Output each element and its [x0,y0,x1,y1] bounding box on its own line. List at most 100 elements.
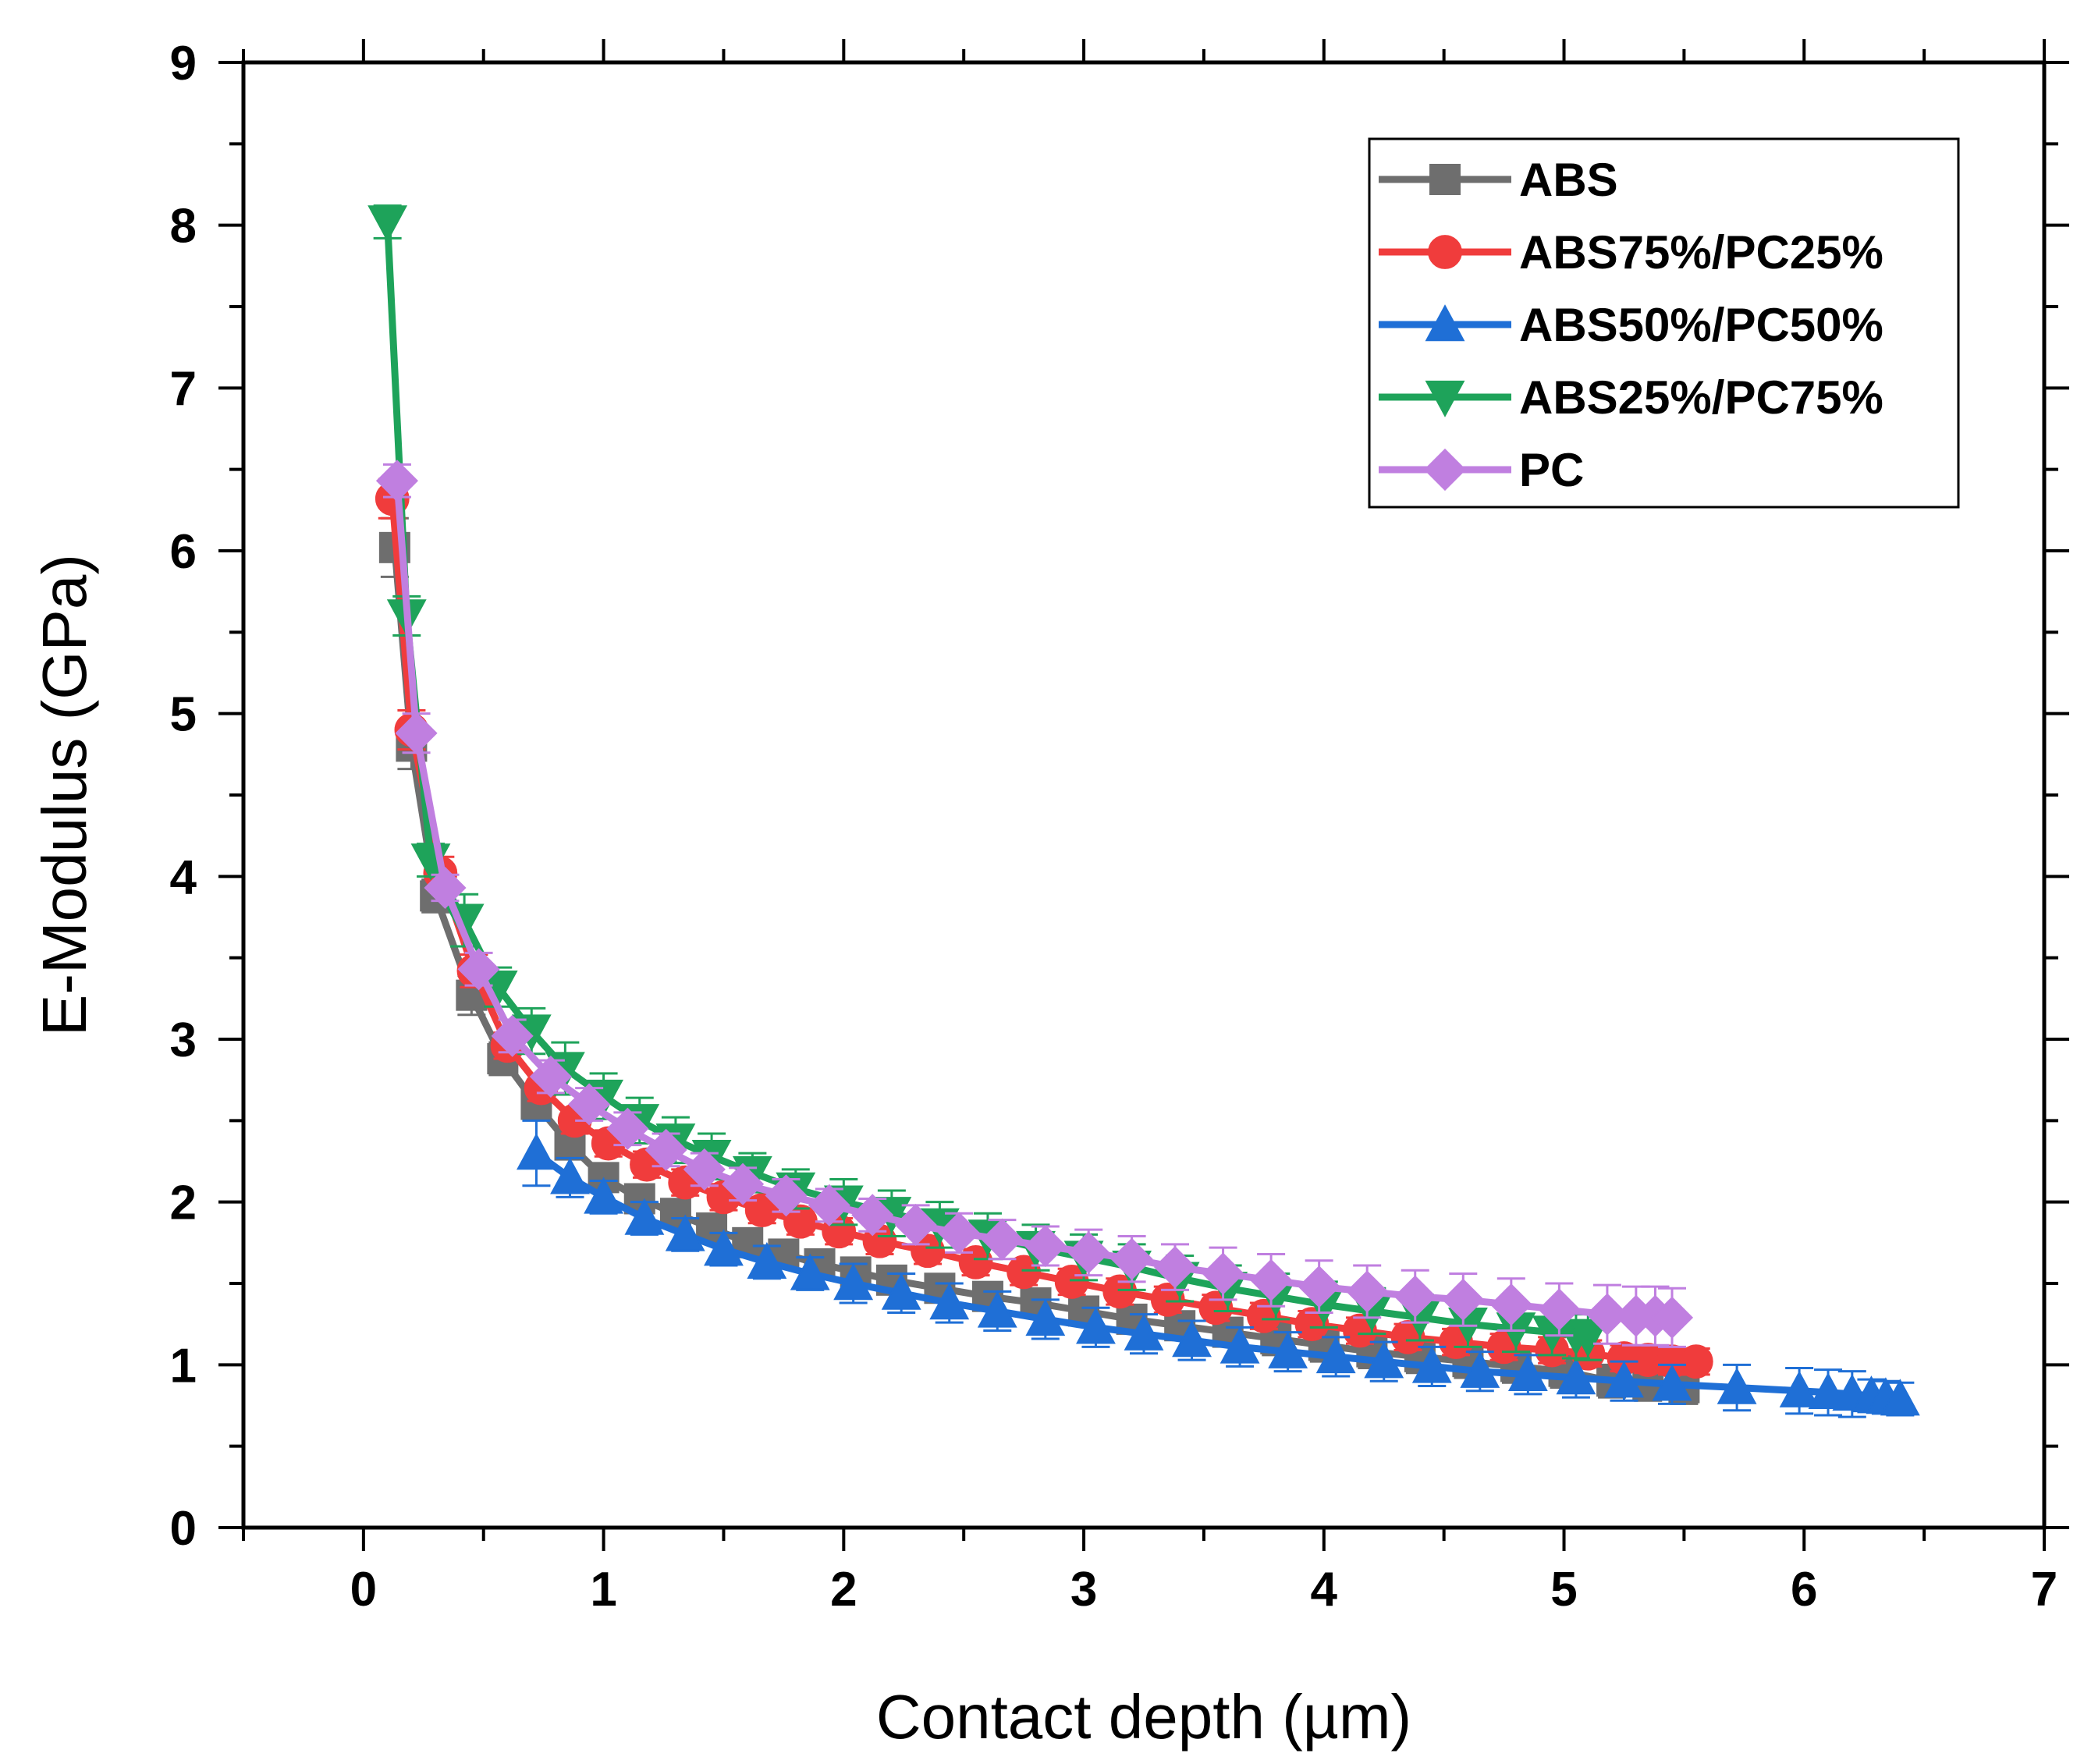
legend-marker-abs [1429,164,1461,195]
data-point-abs75pct-pc25pct [1054,1265,1089,1299]
legend-label-abs25pct-pc75pct: ABS25%/PC75% [1519,371,1883,424]
data-point-abs50pct-pc50pct [1507,1354,1548,1392]
y-tick-label: 6 [170,525,197,579]
legend-item-abs25pct-pc75pct: ABS25%/PC75% [1379,371,1883,424]
data-point-abs75pct-pc25pct [744,1193,779,1227]
y-tick-label: 4 [170,850,197,904]
data-point-abs50pct-pc50pct [1025,1299,1066,1336]
legend-item-abs: ABS [1379,154,1618,206]
legend-label-abs75pct-pc25pct: ABS75%/PC25% [1519,226,1883,279]
data-point-abs50pct-pc50pct [833,1263,874,1301]
data-point-pc [894,1203,937,1246]
data-point-pc [1650,1296,1694,1339]
data-point-abs50pct-pc50pct [550,1157,590,1194]
data-point-pc [1442,1278,1485,1321]
data-point-pc [1489,1283,1532,1326]
series-pc [375,460,1694,1348]
legend-item-abs75pct-pc25pct: ABS75%/PC25% [1379,226,1883,279]
data-point-abs25pct-pc75pct [367,205,408,243]
y-tick-label: 2 [170,1177,197,1230]
y-tick-label: 9 [170,37,197,91]
legend: ABS ABS75%/PC25% ABS50%/PC50% ABS25%/PC75% P… [1368,137,1960,509]
data-point-abs50pct-pc50pct [1460,1351,1500,1388]
x-axis-title: Contact depth (µm) [876,1682,1411,1752]
series-layer [367,204,1920,1418]
legend-marker-abs50pct-pc50pct [1425,304,1465,342]
data-point-pc [395,712,438,754]
data-point-abs75pct-pc25pct [911,1233,945,1269]
data-point-pc [1067,1231,1110,1274]
data-point-pc [457,948,500,991]
data-point-abs50pct-pc50pct [977,1290,1017,1328]
data-point-abs50pct-pc50pct [1779,1370,1820,1407]
data-point-abs50pct-pc50pct [1604,1361,1644,1398]
data-point-abs50pct-pc50pct [1808,1372,1848,1409]
y-tick-label: 0 [170,1502,197,1556]
data-point-pc [491,1014,534,1057]
x-tick-label: 0 [350,1563,377,1617]
data-point-abs50pct-pc50pct [929,1283,970,1320]
legend-marker-abs75pct-pc25pct [1428,235,1462,269]
data-point-pc [1346,1270,1389,1313]
data-point-abs50pct-pc50pct [704,1229,744,1266]
data-point-pc [851,1194,894,1237]
data-point-pc [1538,1288,1581,1331]
data-point-abs50pct-pc50pct [584,1177,624,1214]
data-point-pc [424,866,467,910]
data-point-pc [1110,1237,1153,1280]
data-point-pc [1153,1246,1197,1289]
x-tick-label: 1 [590,1563,616,1617]
legend-item-abs50pct-pc50pct: ABS50%/PC50% [1379,299,1883,351]
legend-label-abs: ABS [1519,154,1618,206]
data-point-abs50pct-pc50pct [1556,1358,1596,1395]
data-point-abs50pct-pc50pct [747,1242,787,1280]
data-point-pc [937,1212,981,1255]
y-tick-label: 5 [170,688,197,742]
legend-marker-abs25pct-pc75pct [1425,380,1465,417]
data-point-abs50pct-pc50pct [881,1272,921,1310]
data-point-abs50pct-pc50pct [790,1253,830,1290]
data-point-pc [1393,1275,1436,1318]
data-point-pc [529,1055,572,1099]
y-tick-label: 3 [170,1013,197,1067]
data-point-pc [722,1162,765,1205]
legend-label-pc: PC [1519,444,1584,496]
data-point-pc [568,1083,611,1126]
data-point-pc [375,460,419,502]
data-point-abs50pct-pc50pct [665,1214,705,1251]
data-point-pc [1024,1224,1067,1268]
legend-item-pc: PC [1379,444,1584,496]
x-tick-label: 4 [1311,1563,1338,1617]
data-point-abs75pct-pc25pct [1006,1255,1042,1290]
data-point-abs50pct-pc50pct [624,1198,665,1235]
data-point-abs25pct-pc75pct [1567,1320,1608,1358]
legend-box [1368,137,1960,509]
data-point-pc [606,1107,649,1150]
x-tick-label: 2 [830,1563,857,1617]
data-point-abs50pct-pc50pct [517,1133,556,1170]
data-point-abs50pct-pc50pct [1268,1331,1308,1368]
x-tick-label: 6 [1791,1563,1817,1617]
legend-label-abs50pct-pc50pct: ABS50%/PC50% [1519,299,1883,351]
data-point-abs75pct-pc25pct [1678,1344,1713,1379]
data-point-abs50pct-pc50pct [1124,1313,1164,1351]
data-point-abs50pct-pc50pct [1220,1326,1260,1364]
legend-marker-pc [1423,448,1467,492]
data-point-abs50pct-pc50pct [1411,1346,1452,1383]
data-point-abs50pct-pc50pct [1717,1367,1757,1404]
data-point-abs75pct-pc25pct [958,1244,993,1280]
x-tick-label: 5 [1550,1563,1577,1617]
y-axis-title: E-Modulus (GPa) [30,554,99,1036]
data-point-abs50pct-pc50pct [1880,1379,1920,1416]
data-point-pc [683,1148,726,1191]
data-point-pc [1585,1293,1628,1336]
data-point-abs50pct-pc50pct [1364,1341,1404,1379]
series-abs50pct-pc50pct [517,1119,1920,1418]
data-point-pc [1298,1265,1340,1308]
data-point-pc [765,1174,808,1217]
series-line-abs75pct-pc25pct [389,498,1696,1365]
data-point-abs50pct-pc50pct [1652,1364,1692,1401]
y-tick-label: 1 [170,1339,197,1393]
y-tick-label: 7 [170,362,197,416]
